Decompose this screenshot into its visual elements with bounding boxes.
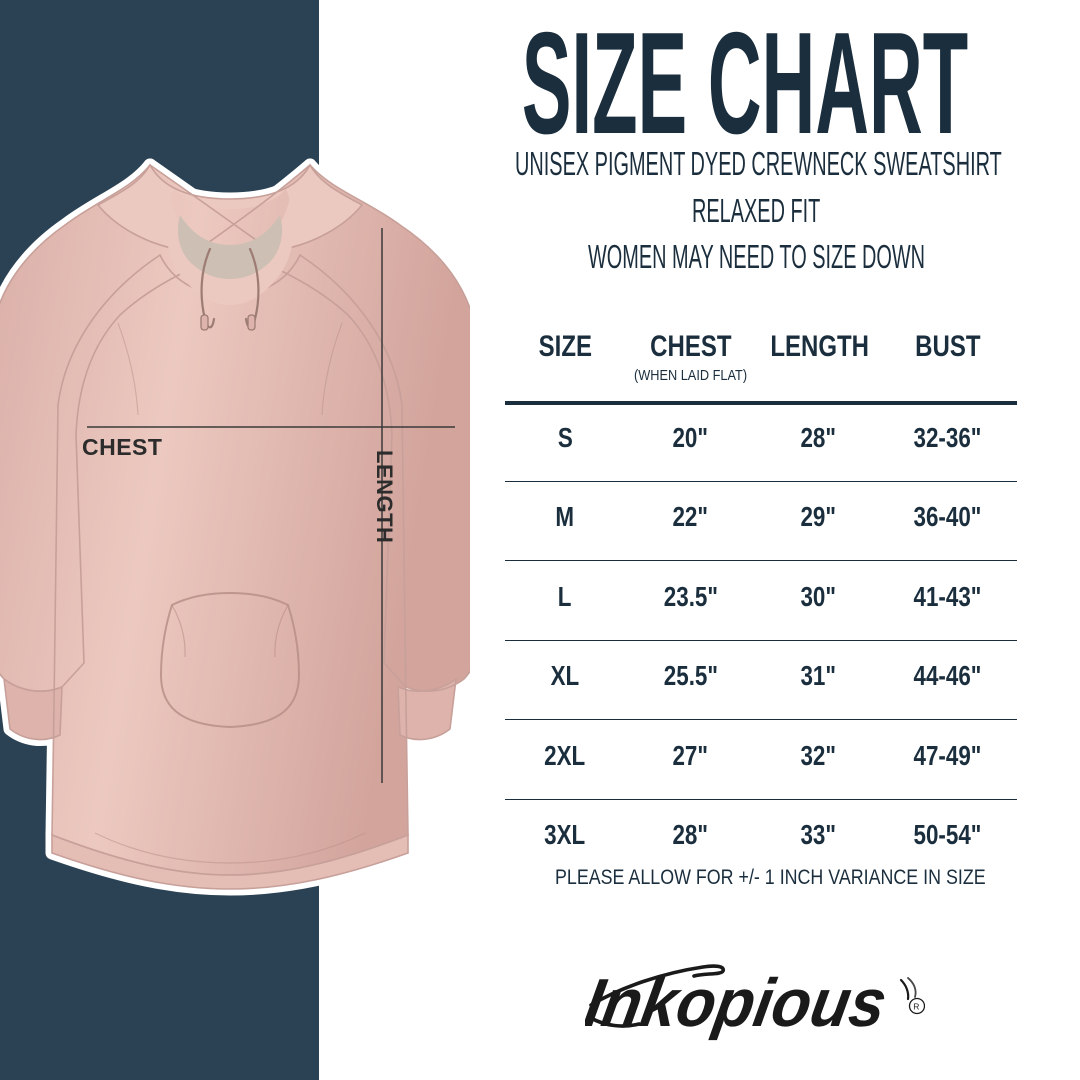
svg-text:Inkopious: Inkopious [585,964,892,1040]
svg-text:R: R [913,1001,919,1011]
